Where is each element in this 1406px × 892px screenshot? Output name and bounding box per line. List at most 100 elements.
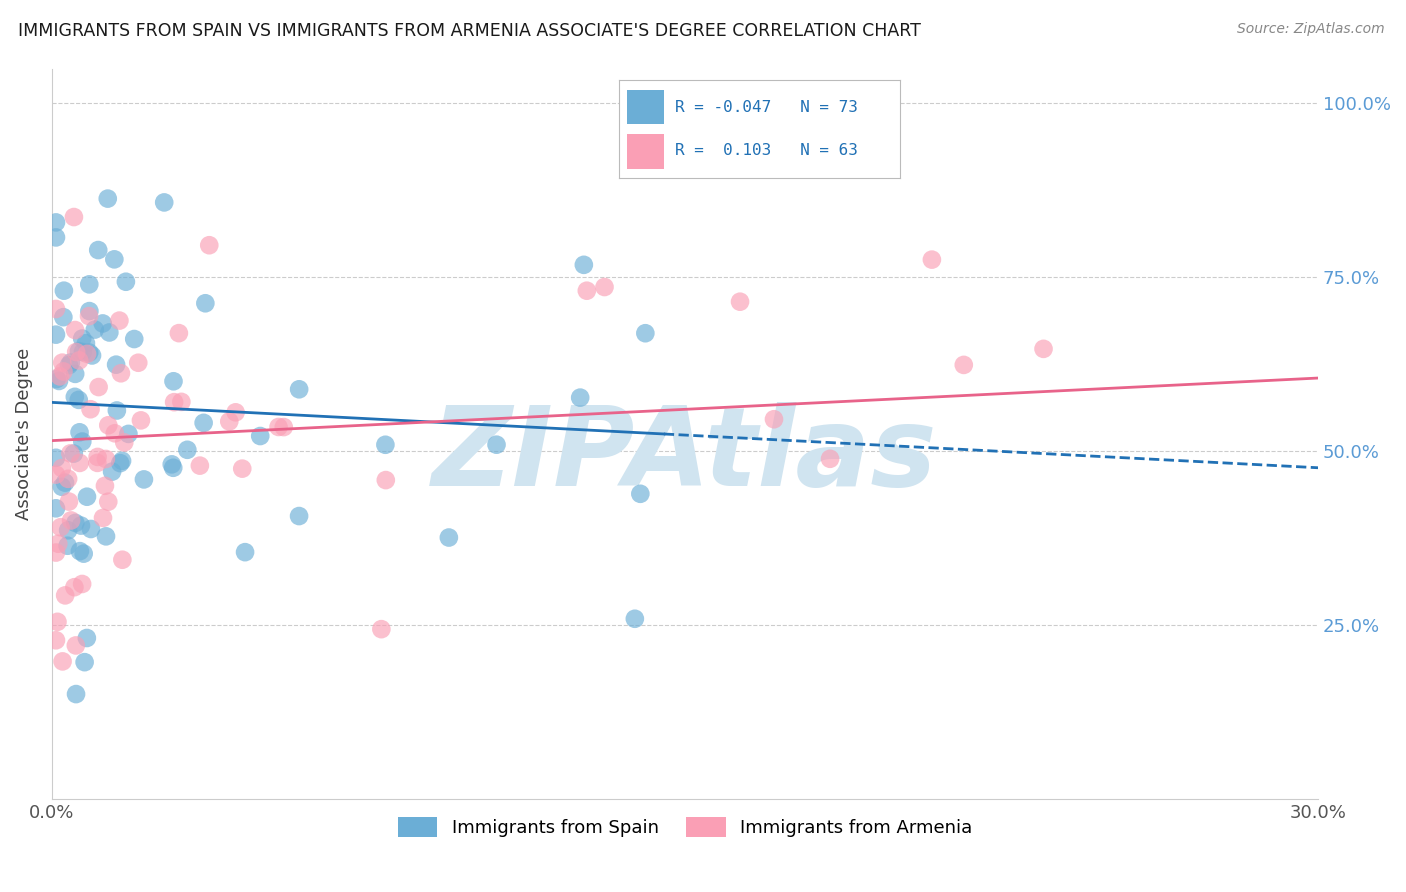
Point bbox=[485, 438, 508, 452]
Point bbox=[233, 545, 256, 559]
Point bbox=[127, 356, 149, 370]
Point bbox=[111, 454, 134, 468]
Point bbox=[132, 472, 155, 486]
Point bbox=[86, 450, 108, 464]
Point bbox=[45, 467, 67, 482]
Point bbox=[45, 301, 67, 316]
Point bbox=[1032, 342, 1054, 356]
Point bbox=[69, 425, 91, 440]
Point bbox=[53, 588, 76, 602]
Point bbox=[569, 391, 592, 405]
Point bbox=[170, 395, 193, 409]
Point bbox=[80, 348, 103, 362]
Point bbox=[94, 479, 117, 493]
Point bbox=[194, 296, 217, 310]
Point bbox=[97, 418, 120, 433]
Point bbox=[63, 323, 86, 337]
Point bbox=[59, 355, 82, 369]
Point bbox=[45, 501, 67, 516]
Point bbox=[79, 277, 101, 292]
Point bbox=[115, 275, 138, 289]
Point bbox=[63, 367, 86, 381]
Point bbox=[70, 577, 93, 591]
Point bbox=[65, 687, 87, 701]
Point bbox=[267, 420, 290, 434]
Point bbox=[67, 392, 90, 407]
Point bbox=[46, 615, 69, 629]
Point bbox=[193, 416, 215, 430]
Point bbox=[79, 402, 101, 417]
Point bbox=[56, 523, 79, 537]
Point bbox=[94, 452, 117, 467]
Point bbox=[45, 633, 67, 648]
Point bbox=[231, 461, 253, 475]
Point bbox=[45, 372, 67, 386]
Point bbox=[69, 456, 91, 470]
Point bbox=[87, 380, 110, 394]
Point bbox=[52, 310, 75, 325]
Point bbox=[572, 258, 595, 272]
Point bbox=[58, 358, 80, 372]
Point bbox=[53, 475, 76, 490]
Point bbox=[593, 280, 616, 294]
Point bbox=[110, 366, 132, 380]
Point bbox=[104, 426, 127, 441]
Point bbox=[818, 451, 841, 466]
Point bbox=[163, 395, 186, 409]
Point bbox=[59, 446, 82, 460]
Point bbox=[79, 304, 101, 318]
Point bbox=[45, 215, 67, 229]
Point bbox=[67, 344, 90, 359]
Point bbox=[58, 494, 80, 508]
Point bbox=[72, 345, 94, 359]
Legend: Immigrants from Spain, Immigrants from Armenia: Immigrants from Spain, Immigrants from A… bbox=[391, 809, 980, 845]
Point bbox=[69, 544, 91, 558]
Point bbox=[87, 243, 110, 257]
Point bbox=[437, 531, 460, 545]
Point bbox=[97, 494, 120, 508]
Point bbox=[374, 438, 396, 452]
Point bbox=[56, 472, 79, 486]
Point bbox=[65, 345, 87, 359]
Point bbox=[105, 403, 128, 417]
FancyBboxPatch shape bbox=[627, 134, 664, 169]
Point bbox=[67, 353, 90, 368]
Point bbox=[91, 511, 114, 525]
Point bbox=[94, 529, 117, 543]
Point bbox=[374, 473, 396, 487]
Point bbox=[63, 390, 86, 404]
Point bbox=[65, 639, 87, 653]
Point bbox=[952, 358, 974, 372]
Point bbox=[198, 238, 221, 252]
Point bbox=[624, 612, 647, 626]
Point bbox=[76, 347, 98, 361]
Point bbox=[46, 537, 69, 551]
Point bbox=[51, 356, 73, 370]
Point bbox=[162, 374, 184, 388]
Point bbox=[76, 490, 98, 504]
Point bbox=[77, 309, 100, 323]
Point bbox=[52, 364, 75, 378]
Point bbox=[160, 458, 183, 472]
Point bbox=[153, 195, 176, 210]
Point bbox=[51, 480, 73, 494]
Point bbox=[45, 327, 67, 342]
Point bbox=[634, 326, 657, 341]
Point bbox=[575, 284, 598, 298]
Point bbox=[45, 545, 67, 559]
Text: R = -0.047   N = 73: R = -0.047 N = 73 bbox=[675, 100, 858, 115]
Point bbox=[63, 210, 86, 224]
Point bbox=[628, 487, 651, 501]
Point bbox=[108, 456, 131, 470]
Point bbox=[83, 322, 105, 336]
Y-axis label: Associate's Degree: Associate's Degree bbox=[15, 348, 32, 520]
Point bbox=[97, 192, 120, 206]
Point bbox=[176, 442, 198, 457]
Point bbox=[51, 461, 73, 475]
Point bbox=[188, 458, 211, 473]
Point bbox=[273, 420, 295, 434]
Point bbox=[52, 654, 75, 668]
Point bbox=[63, 580, 86, 594]
Point bbox=[370, 622, 392, 636]
Point bbox=[122, 332, 145, 346]
